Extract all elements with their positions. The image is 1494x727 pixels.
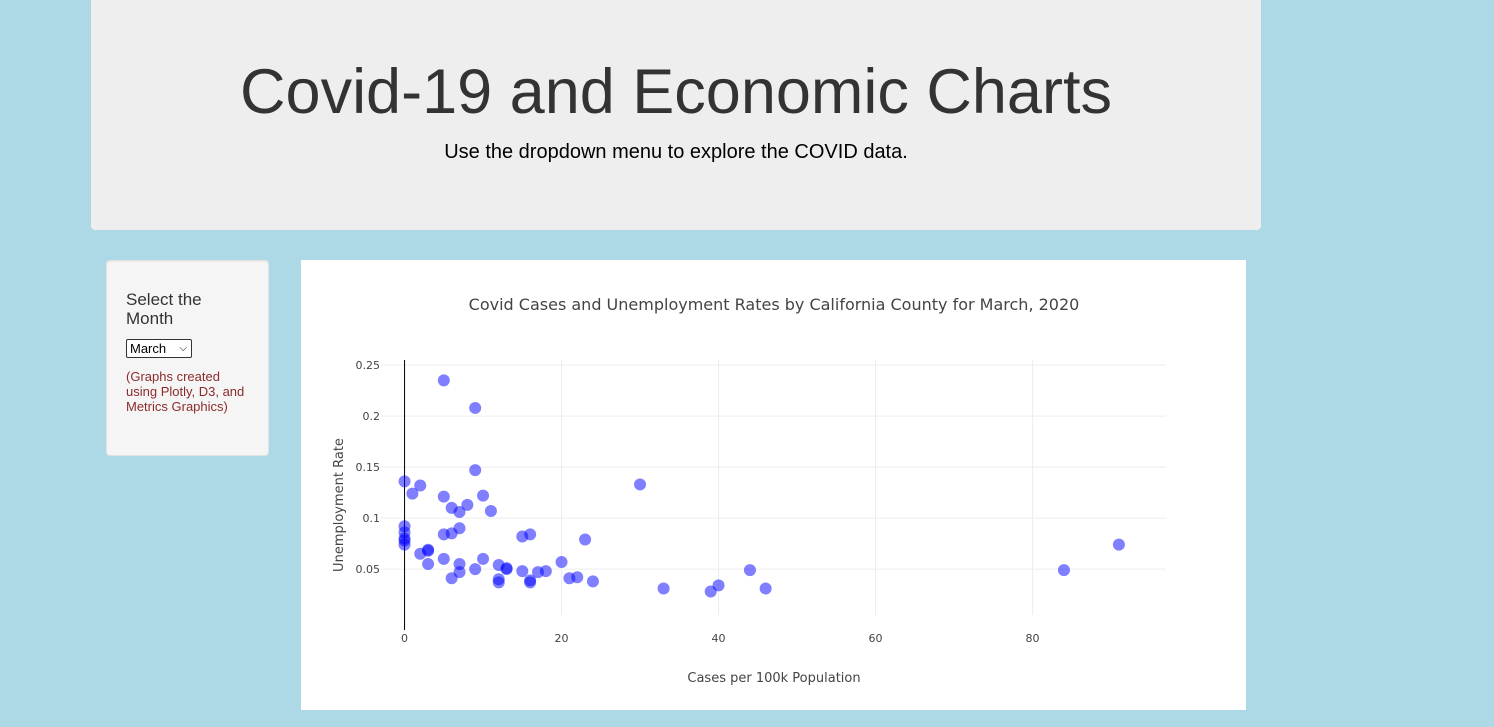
y-tick-label: 0.05	[356, 563, 381, 576]
scatter-point[interactable]	[492, 576, 505, 589]
scatter-point[interactable]	[1112, 538, 1125, 551]
scatter-point[interactable]	[539, 565, 552, 578]
month-selector-heading: Select the Month	[126, 290, 202, 328]
scatter-point[interactable]	[406, 487, 419, 500]
month-selector-panel: Select the Month March ⌵ (Graphs created…	[106, 260, 269, 456]
header-banner: Covid-19 and Economic Charts Use the dro…	[91, 0, 1261, 230]
scatter-point[interactable]	[469, 464, 482, 477]
x-tick-label: 60	[869, 632, 883, 645]
scatter-point[interactable]	[461, 498, 474, 511]
x-tick-label: 40	[712, 632, 726, 645]
scatter-point[interactable]	[398, 475, 411, 488]
scatter-point[interactable]	[516, 565, 529, 578]
y-tick-label: 0.1	[363, 512, 381, 525]
scatter-point[interactable]	[453, 505, 466, 518]
scatter-point[interactable]	[469, 563, 482, 576]
chart-points	[398, 374, 1125, 598]
scatter-point[interactable]	[657, 582, 670, 595]
y-tick-label: 0.15	[356, 461, 381, 474]
scatter-point[interactable]	[712, 579, 725, 592]
scatter-point[interactable]	[759, 582, 772, 595]
scatter-point[interactable]	[500, 563, 513, 576]
scatter-point[interactable]	[414, 479, 427, 492]
scatter-point[interactable]	[437, 490, 450, 503]
scatter-point[interactable]	[743, 564, 756, 577]
scatter-point[interactable]	[571, 571, 584, 584]
y-tick-label: 0.25	[356, 359, 381, 372]
scatter-point[interactable]	[437, 374, 450, 387]
x-tick-label: 80	[1026, 632, 1040, 645]
month-select[interactable]: March ⌵	[126, 339, 192, 358]
page-subtitle: Use the dropdown menu to explore the COV…	[444, 141, 908, 163]
credits-note: (Graphs created using Plotly, D3, and Me…	[126, 369, 245, 414]
chart-grid	[381, 360, 1166, 615]
scatter-point[interactable]	[469, 401, 482, 414]
scatter-chart-panel: Covid Cases and Unemployment Rates by Ca…	[301, 260, 1246, 710]
scatter-point[interactable]	[579, 533, 592, 546]
scatter-point[interactable]	[445, 572, 458, 585]
scatter-chart: Covid Cases and Unemployment Rates by Ca…	[332, 295, 1166, 686]
scatter-point[interactable]	[555, 555, 568, 568]
scatter-point[interactable]	[437, 552, 450, 565]
scatter-point[interactable]	[477, 552, 490, 565]
scatter-point[interactable]	[445, 527, 458, 540]
x-axis-label: Cases per 100k Population	[687, 671, 860, 686]
chart-title: Covid Cases and Unemployment Rates by Ca…	[469, 295, 1080, 314]
scatter-point[interactable]	[398, 538, 411, 551]
x-tick-label: 0	[401, 632, 408, 645]
scatter-point[interactable]	[634, 478, 647, 491]
scatter-point[interactable]	[484, 504, 497, 517]
x-axis-ticks: 0 20 40 60 80	[401, 632, 1040, 645]
page-title: Covid-19 and Economic Charts	[240, 57, 1112, 127]
scatter-point[interactable]	[524, 576, 537, 589]
scatter-point[interactable]	[422, 558, 435, 570]
scatter-point[interactable]	[1057, 564, 1070, 577]
scatter-point[interactable]	[524, 528, 537, 541]
y-axis-ticks: 0.05 0.1 0.15 0.2 0.25	[356, 359, 381, 576]
y-axis-label: Unemployment Rate	[332, 438, 347, 572]
x-tick-label: 20	[555, 632, 569, 645]
scatter-point[interactable]	[586, 575, 599, 588]
chevron-down-icon: ⌵	[179, 343, 187, 354]
y-tick-label: 0.2	[363, 410, 381, 423]
scatter-point[interactable]	[477, 489, 490, 502]
month-select-value: March	[130, 341, 167, 356]
scatter-point[interactable]	[422, 544, 435, 557]
